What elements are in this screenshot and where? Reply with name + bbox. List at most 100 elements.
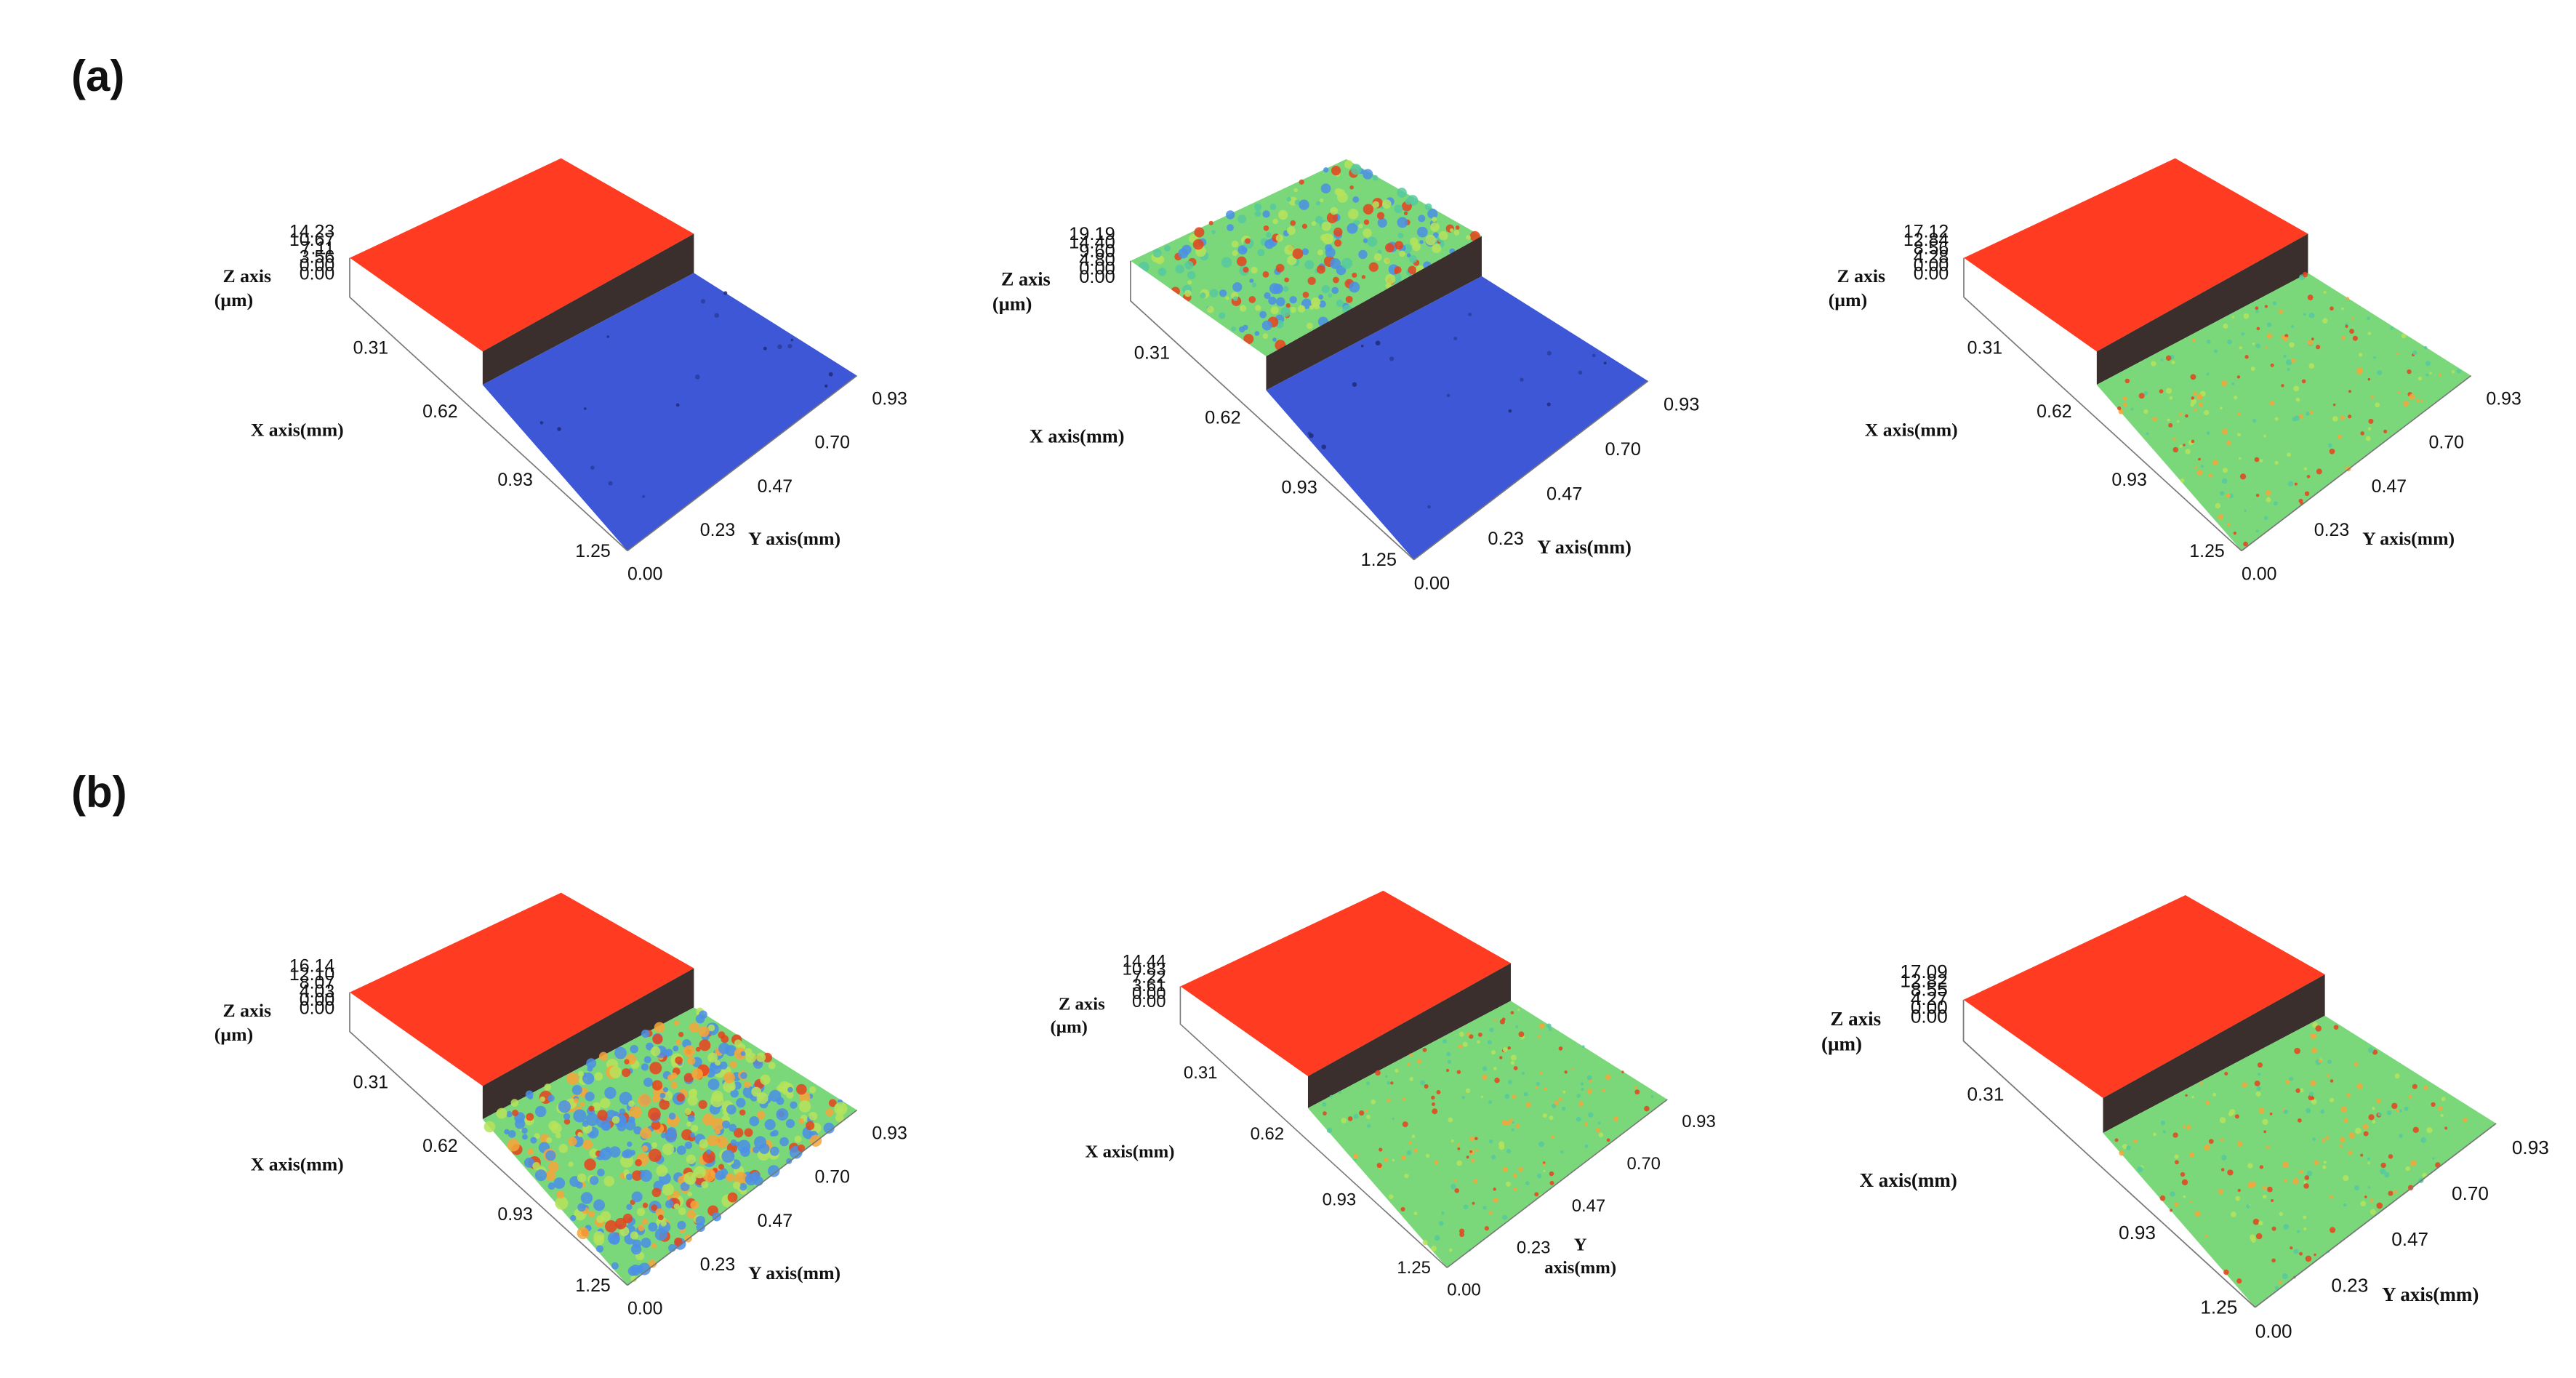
texture-speck <box>1243 334 1254 345</box>
z-tick-label: 0.00 <box>1079 267 1115 287</box>
texture-speck <box>657 1214 664 1221</box>
texture-speck <box>586 1058 597 1069</box>
texture-speck <box>2368 418 2374 424</box>
texture-speck <box>2204 1144 2210 1151</box>
texture-speck <box>1375 1070 1381 1076</box>
texture-speck <box>707 1134 718 1146</box>
y-tick-label: 0.00 <box>627 564 662 584</box>
texture-speck <box>2191 398 2197 405</box>
texture-speck <box>2279 1281 2282 1284</box>
texture-speck <box>2289 342 2295 348</box>
texture-speck <box>1402 1121 1408 1128</box>
panel-label-b: (b) <box>71 768 127 817</box>
texture-speck <box>1211 230 1216 234</box>
texture-speck <box>2420 399 2423 402</box>
texture-speck <box>719 1061 728 1070</box>
texture-speck <box>2294 415 2300 421</box>
texture-speck <box>2162 1130 2167 1134</box>
texture-speck <box>1262 333 1269 339</box>
texture-speck <box>1517 1008 1520 1012</box>
texture-speck <box>1280 212 1285 217</box>
texture-speck <box>2160 358 2164 361</box>
texture-speck <box>1518 1166 1523 1172</box>
texture-speck <box>1175 264 1184 274</box>
texture-speck <box>1299 199 1309 210</box>
y-tick-label: 0.47 <box>1546 484 1582 505</box>
texture-speck <box>691 1124 699 1132</box>
y-axis-title: Y axis(mm) <box>748 1262 840 1283</box>
texture-speck <box>2367 1186 2371 1189</box>
texture-speck <box>1512 1173 1517 1178</box>
y-axis-line <box>1413 380 1649 561</box>
texture-speck <box>1377 249 1382 255</box>
texture-speck <box>571 1084 582 1095</box>
texture-speck <box>2303 1183 2309 1189</box>
texture-speck <box>1263 225 1269 231</box>
texture-speck <box>683 1045 696 1057</box>
texture-speck <box>2285 1079 2290 1084</box>
texture-speck <box>756 1052 766 1062</box>
texture-speck <box>2226 493 2231 498</box>
texture-speck <box>689 1022 699 1033</box>
texture-speck <box>1409 1053 1413 1057</box>
texture-speck <box>1184 289 1192 297</box>
step-wall <box>2103 974 2325 1134</box>
texture-speck <box>1564 1070 1568 1074</box>
x-axis-line <box>349 992 628 1286</box>
texture-speck <box>526 1113 534 1121</box>
texture-speck <box>1311 297 1321 308</box>
texture-speck <box>1466 1155 1469 1159</box>
texture-speck <box>2303 1180 2307 1184</box>
texture-speck <box>1542 1113 1547 1118</box>
lower-surface-texture <box>1322 1008 1654 1252</box>
texture-speck <box>2408 1095 2412 1099</box>
y-tick-label: 0.23 <box>1488 529 1523 549</box>
texture-speck <box>1445 1068 1450 1073</box>
texture-speck <box>1152 249 1162 258</box>
z-tick-label: 14.23 <box>289 221 334 241</box>
texture-speck <box>1406 253 1411 257</box>
texture-speck <box>1243 324 1248 331</box>
texture-speck <box>1331 287 1339 295</box>
texture-speck <box>1539 1071 1544 1075</box>
texture-speck <box>2292 1178 2299 1185</box>
texture-speck <box>1602 1089 1606 1093</box>
texture-speck <box>648 1259 657 1268</box>
texture-speck <box>2425 373 2429 377</box>
lower-surface-texture <box>1307 313 1607 509</box>
texture-speck <box>1484 1226 1489 1231</box>
x-tick-label: 0.93 <box>497 470 532 490</box>
texture-speck <box>799 1091 811 1103</box>
texture-speck <box>779 1137 789 1147</box>
texture-speck <box>1251 266 1258 274</box>
texture-speck <box>1367 1123 1371 1128</box>
texture-speck <box>1407 1062 1411 1067</box>
lower-surface <box>482 273 857 551</box>
texture-speck <box>1366 1115 1371 1119</box>
block-side <box>1130 260 1267 390</box>
texture-speck <box>1255 305 1261 311</box>
texture-speck <box>1334 239 1342 247</box>
texture-speck <box>2119 1150 2124 1156</box>
texture-speck <box>2339 1145 2343 1148</box>
texture-speck <box>1328 293 1333 298</box>
texture-speck <box>2231 382 2235 385</box>
texture-speck <box>1494 1077 1500 1083</box>
texture-speck <box>2191 439 2195 444</box>
texture-speck <box>1301 223 1307 229</box>
texture-speck <box>1549 1115 1554 1121</box>
texture-speck <box>1536 1081 1541 1086</box>
texture-speck <box>662 1143 674 1155</box>
texture-speck <box>651 1142 658 1148</box>
texture-speck <box>2305 1107 2311 1113</box>
texture-speck <box>2306 1170 2313 1177</box>
texture-speck <box>1498 1144 1505 1150</box>
texture-speck <box>1368 262 1379 272</box>
texture-speck <box>1446 1051 1451 1057</box>
texture-speck <box>1379 1147 1383 1152</box>
texture-speck <box>1376 1163 1382 1169</box>
texture-speck <box>1371 1099 1376 1105</box>
texture-speck <box>702 1150 715 1163</box>
texture-speck <box>2311 1047 2317 1054</box>
texture-speck <box>2220 1138 2224 1142</box>
